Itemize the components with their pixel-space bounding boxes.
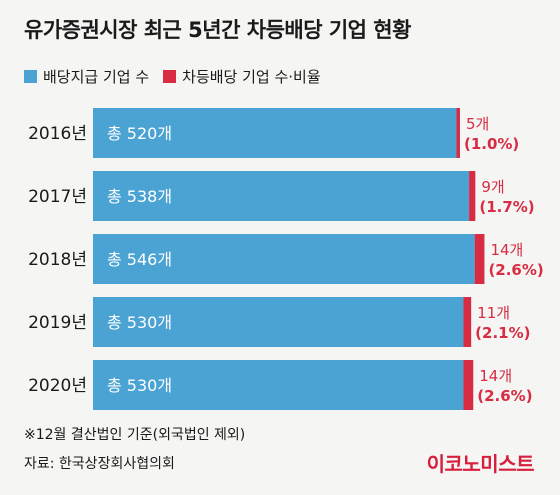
bar-label-differential-percent: (2.1%) xyxy=(475,324,530,342)
legend-label-differential: 차등배당 기업 수·비율 xyxy=(182,68,321,86)
bar-dividend xyxy=(93,360,464,410)
bar-differential xyxy=(456,108,460,158)
legend-item-dividend: 배당지급 기업 수 xyxy=(24,66,149,87)
bar-label-differential-count: 14개 xyxy=(479,367,512,385)
bar-differential xyxy=(474,234,485,284)
legend: 배당지급 기업 수 차등배당 기업 수·비율 xyxy=(24,66,335,87)
bar-differential xyxy=(463,297,472,347)
legend-item-differential: 차등배당 기업 수·비율 xyxy=(163,66,321,87)
bar-differential xyxy=(469,171,476,221)
legend-swatch-dividend xyxy=(24,70,37,83)
chart-title: 유가증권시장 최근 5년간 차등배당 기업 현황 xyxy=(24,18,411,42)
bar-label-dividend: 총 546개 xyxy=(107,250,172,269)
bar-label-dividend: 총 538개 xyxy=(107,187,172,206)
publisher-logo: 이코노미스트 xyxy=(426,452,535,476)
bar-label-differential-count: 9개 xyxy=(481,178,504,196)
bar-dividend xyxy=(93,108,457,158)
bar-label-differential-count: 11개 xyxy=(477,304,510,322)
bar-dividend xyxy=(93,297,464,347)
source-note: 자료: 한국상장회사협의회 xyxy=(24,456,175,472)
footnote: ※12월 결산법인 기준(외국법인 제외) xyxy=(24,427,246,443)
bar-label-dividend: 총 530개 xyxy=(107,313,172,332)
bar-label-differential-count: 14개 xyxy=(490,241,523,259)
category-label: 2017년 xyxy=(28,187,87,207)
bar-label-differential-percent: (2.6%) xyxy=(477,387,532,405)
bar-label-differential-count: 5개 xyxy=(466,115,489,133)
bar-label-differential-percent: (1.0%) xyxy=(464,135,519,153)
bar-label-differential-percent: (1.7%) xyxy=(479,198,534,216)
bar-dividend xyxy=(93,171,470,221)
bar-label-dividend: 총 530개 xyxy=(107,376,172,395)
bar-differential xyxy=(463,360,474,410)
category-label: 2020년 xyxy=(28,376,87,396)
bar-label-differential-percent: (2.6%) xyxy=(488,261,543,279)
legend-label-dividend: 배당지급 기업 수 xyxy=(43,68,150,86)
category-label: 2016년 xyxy=(28,124,87,144)
category-label: 2018년 xyxy=(28,250,87,270)
bar-label-dividend: 총 520개 xyxy=(107,124,172,143)
category-label: 2019년 xyxy=(28,313,87,333)
legend-swatch-differential xyxy=(163,70,177,83)
bar-dividend xyxy=(93,234,475,284)
